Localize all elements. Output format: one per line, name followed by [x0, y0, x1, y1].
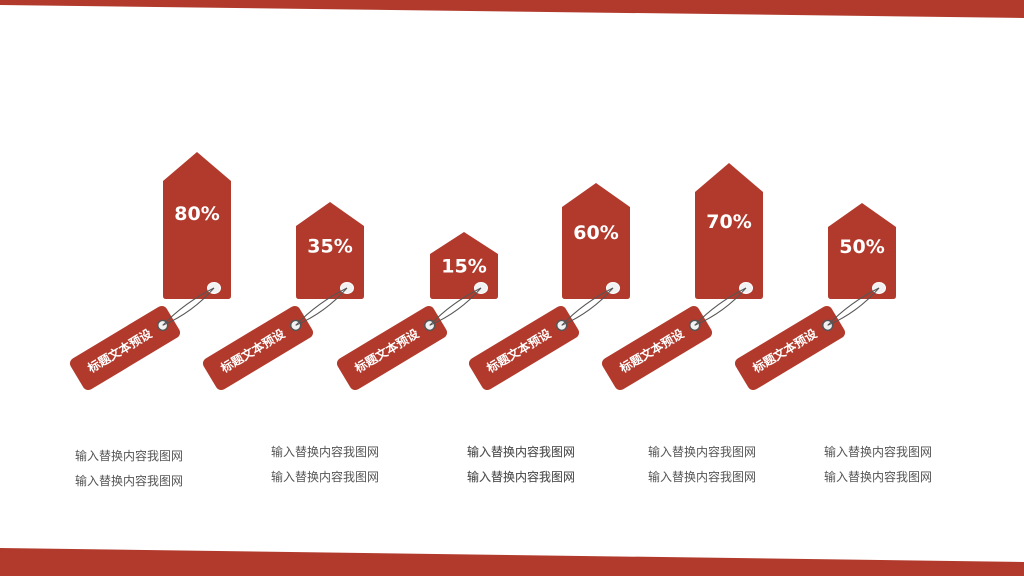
label-tag: 标题文本预设	[202, 305, 314, 391]
tag-caption: 输入替换内容我图网 输入替换内容我图网	[824, 440, 932, 490]
tag-string	[295, 287, 348, 326]
caption-line: 输入替换内容我图网	[824, 445, 933, 459]
caption-line: 输入替换内容我图网	[467, 470, 576, 484]
price-tag-1: 80% 标题文本预设	[69, 152, 231, 391]
caption-line: 输入替换内容我图网	[467, 470, 576, 484]
tag-value: 60%	[573, 222, 618, 244]
label-tag: 标题文本预设	[601, 305, 713, 391]
tag-value: 15%	[441, 256, 486, 278]
label-tag-shape	[601, 305, 713, 391]
tag-value: 80%	[174, 203, 219, 225]
tags-layer: 80% 标题文本预设 35% 标题文本预设 15% 标题文本预设 60% 标题文本预设 70% 标…	[69, 152, 896, 391]
tag-value: 35%	[307, 235, 352, 257]
label-tag: 标题文本预设	[69, 305, 181, 391]
tag-string	[694, 287, 747, 326]
caption-line: 输入替换内容我图网	[271, 470, 380, 484]
caption-line: 输入替换内容我图网	[648, 470, 757, 484]
label-tag: 标题文本预设	[468, 305, 580, 391]
tag-string	[827, 287, 880, 326]
upper-tag-shape	[695, 163, 763, 299]
label-tag-shape	[202, 305, 314, 391]
tag-string	[162, 287, 215, 326]
tag-caption: 输入替换内容我图网 输入替换内容我图网	[271, 440, 379, 490]
tag-value: 50%	[839, 236, 884, 258]
tag-caption: 输入替换内容我图网 输入替换内容我图网	[467, 440, 575, 490]
caption-line: 输入替换内容我图网	[467, 445, 576, 459]
caption-line: 输入替换内容我图网	[75, 449, 184, 463]
caption-line: 输入替换内容我图网	[467, 445, 576, 459]
price-tag-4: 60% 标题文本预设	[468, 183, 630, 391]
bottom-accent-band	[0, 548, 1024, 576]
upper-tag-shape	[828, 203, 896, 299]
top-accent-band	[0, 0, 1024, 18]
price-tag-3: 15% 标题文本预设	[336, 232, 498, 391]
tag-caption: 输入替换内容我图网 输入替换内容我图网	[648, 440, 756, 490]
caption-line: 输入替换内容我图网	[648, 445, 757, 459]
label-tag-shape	[734, 305, 846, 391]
tag-string	[295, 287, 348, 326]
upper-tag-shape	[562, 183, 630, 299]
tag-string	[561, 287, 614, 326]
label-tag: 标题文本预设	[336, 305, 448, 391]
tag-caption: 输入替换内容我图网 输入替换内容我图网	[467, 440, 575, 490]
label-tag-shape	[336, 305, 448, 391]
label-tag-shape	[69, 305, 181, 391]
caption-line: 输入替换内容我图网	[271, 445, 380, 459]
price-tag-2: 35% 标题文本预设	[202, 202, 364, 391]
tag-string	[429, 287, 482, 326]
label-tag-shape	[468, 305, 580, 391]
tag-string	[162, 287, 215, 326]
tag-string	[429, 287, 482, 326]
tag-caption: 输入替换内容我图网 输入替换内容我图网	[75, 444, 183, 494]
tag-value: 70%	[706, 211, 751, 233]
upper-tag-shape	[163, 152, 231, 299]
tag-string	[827, 287, 880, 326]
tag-string	[561, 287, 614, 326]
caption-line: 输入替换内容我图网	[75, 474, 184, 488]
price-tag-6: 50% 标题文本预设	[734, 203, 896, 391]
caption-line: 输入替换内容我图网	[824, 470, 933, 484]
upper-tag-shape	[296, 202, 364, 299]
label-tag: 标题文本预设	[734, 305, 846, 391]
tag-string	[694, 287, 747, 326]
